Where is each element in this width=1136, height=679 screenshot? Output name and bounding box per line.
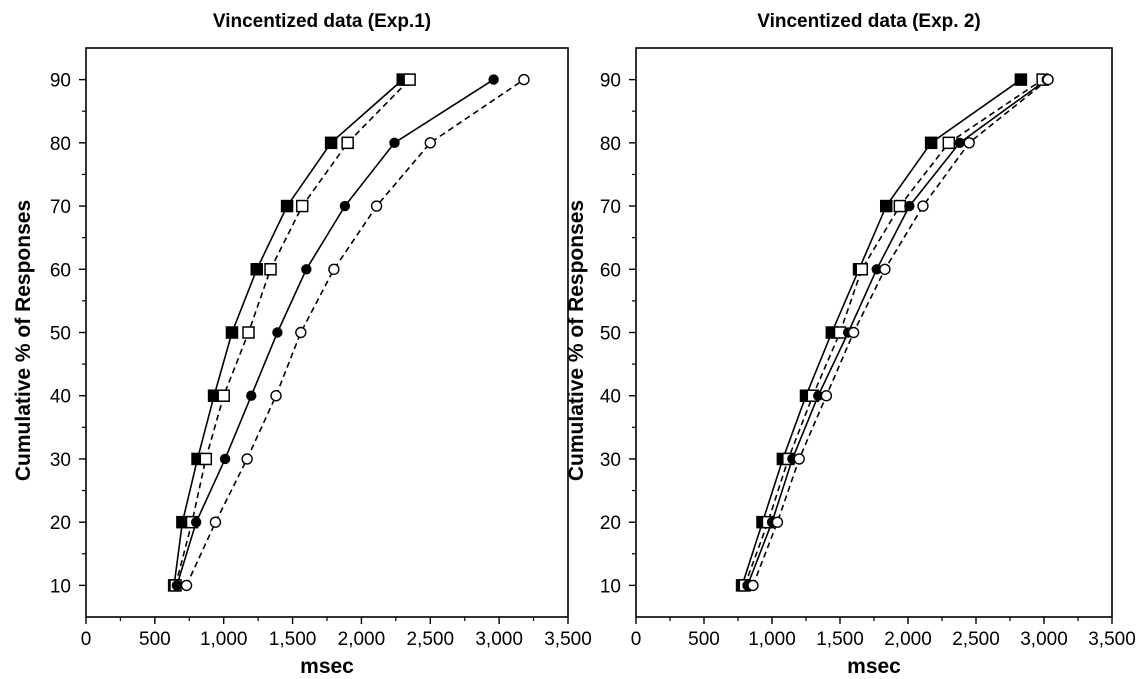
x-tick-label: 2,500 — [407, 629, 455, 650]
y-tick-label: 40 — [600, 387, 621, 408]
x-tick-label: 1,500 — [269, 629, 317, 650]
data-point-filled-circle — [904, 200, 915, 212]
y-tick-label: 10 — [600, 576, 621, 597]
x-tick-label: 1,500 — [816, 629, 864, 650]
x-tick-label: 1,000 — [748, 629, 796, 650]
data-point-filled-square — [924, 136, 938, 150]
data-point-open-circle — [747, 579, 759, 592]
data-point-filled-circle — [954, 137, 965, 149]
data-point-open-circle — [820, 390, 833, 402]
data-point-open-square — [199, 452, 213, 466]
data-point-open-square — [403, 73, 416, 86]
data-point-filled-circle — [488, 74, 499, 85]
y-tick-label: 60 — [50, 260, 71, 281]
data-point-open-circle — [963, 137, 975, 149]
data-point-open-square — [264, 263, 277, 276]
y-tick-label: 70 — [50, 197, 71, 218]
data-point-filled-square — [250, 263, 264, 276]
data-point-filled-circle — [190, 516, 202, 528]
y-tick-label: 90 — [50, 71, 71, 92]
y-tick-label: 30 — [600, 450, 621, 471]
data-point-open-square — [341, 136, 354, 150]
x-axis-label: msec — [847, 655, 901, 678]
data-point-open-square — [893, 199, 907, 213]
plot-frame — [635, 47, 1113, 618]
data-point-filled-circle — [272, 327, 283, 338]
y-tick-label: 70 — [600, 197, 621, 218]
data-point-open-circle — [209, 516, 222, 528]
series-line-open-circle — [185, 78, 525, 586]
data-point-filled-circle — [339, 200, 351, 212]
chart-title: Vincentized data (Exp. 2) — [757, 11, 980, 32]
series-line-filled-square — [741, 78, 1022, 586]
x-tick-label: 3,000 — [1020, 629, 1068, 650]
data-point-open-circle — [1042, 73, 1054, 86]
y-tick-label: 20 — [50, 513, 71, 534]
data-point-open-square — [217, 389, 230, 402]
series-line-open-square — [744, 78, 1044, 586]
data-point-open-square — [855, 263, 869, 276]
data-point-open-circle — [270, 390, 282, 402]
series-line-filled-square — [173, 79, 404, 586]
x-tick-label: 500 — [688, 629, 720, 650]
series-line-open-circle — [752, 78, 1049, 586]
data-point-filled-square — [879, 199, 893, 213]
data-point-open-circle — [241, 453, 253, 465]
data-point-filled-square — [1014, 73, 1028, 86]
x-tick-label: 3,500 — [544, 629, 592, 650]
data-point-open-circle — [793, 453, 805, 465]
data-point-filled-circle — [389, 137, 400, 149]
x-tick-label: 1,000 — [200, 629, 248, 650]
plot-frame — [85, 47, 569, 618]
y-tick-label: 30 — [50, 450, 71, 471]
y-tick-label: 90 — [600, 71, 621, 92]
data-point-filled-circle — [171, 580, 183, 591]
x-tick-label: 3,000 — [475, 629, 523, 650]
chart-title: Vincentized data (Exp.1) — [213, 11, 431, 32]
data-point-open-circle — [771, 516, 784, 528]
y-tick-label: 50 — [600, 324, 621, 345]
y-tick-label: 40 — [50, 387, 71, 408]
data-point-open-circle — [917, 200, 929, 212]
x-axis-label: msec — [300, 655, 354, 678]
data-point-open-circle — [424, 137, 436, 149]
y-axis-label: Cumulative % of Responses — [565, 200, 588, 481]
panel-exp1: Vincentized data (Exp.1) 0 500 1,000 1,500 2,… — [12, 11, 592, 678]
data-point-open-square — [942, 136, 956, 150]
data-point-open-circle — [370, 200, 383, 212]
data-point-open-circle — [847, 326, 860, 339]
y-tick-label: 80 — [50, 134, 71, 155]
series-line-filled-circle — [746, 78, 1048, 586]
x-tick-label: 0 — [81, 629, 92, 650]
data-point-open-circle — [180, 579, 193, 592]
y-tick-label: 20 — [600, 513, 621, 534]
data-point-filled-circle — [219, 453, 231, 465]
x-tick-label: 500 — [139, 629, 171, 650]
series-line-filled-circle — [176, 78, 495, 586]
data-point-filled-square — [324, 136, 338, 150]
data-point-filled-circle — [246, 390, 257, 401]
data-point-open-square — [295, 199, 309, 213]
data-point-open-circle — [879, 263, 891, 275]
data-point-filled-circle — [301, 264, 312, 275]
data-point-open-circle — [518, 73, 530, 86]
x-tick-label: 3,500 — [1088, 629, 1136, 650]
y-axis-label: Cumulative % of Responses — [12, 200, 35, 481]
x-tick-label: 2,000 — [884, 629, 932, 650]
y-tick-label: 10 — [50, 576, 71, 597]
data-point-filled-square — [280, 199, 294, 213]
y-tick-label: 50 — [50, 324, 71, 345]
y-tick-label: 60 — [600, 260, 621, 281]
data-point-open-circle — [295, 326, 307, 339]
x-tick-label: 2,500 — [952, 629, 1000, 650]
data-point-open-square — [242, 326, 255, 339]
data-point-filled-square — [225, 326, 239, 339]
x-tick-label: 0 — [631, 629, 642, 650]
x-tick-label: 2,000 — [338, 629, 386, 650]
panel-exp2: Vincentized data (Exp. 2) 0 500 1,000 1,500 2… — [565, 11, 1136, 678]
data-point-open-circle — [328, 263, 340, 275]
series-line-open-square — [174, 79, 411, 586]
y-tick-label: 80 — [600, 134, 621, 155]
